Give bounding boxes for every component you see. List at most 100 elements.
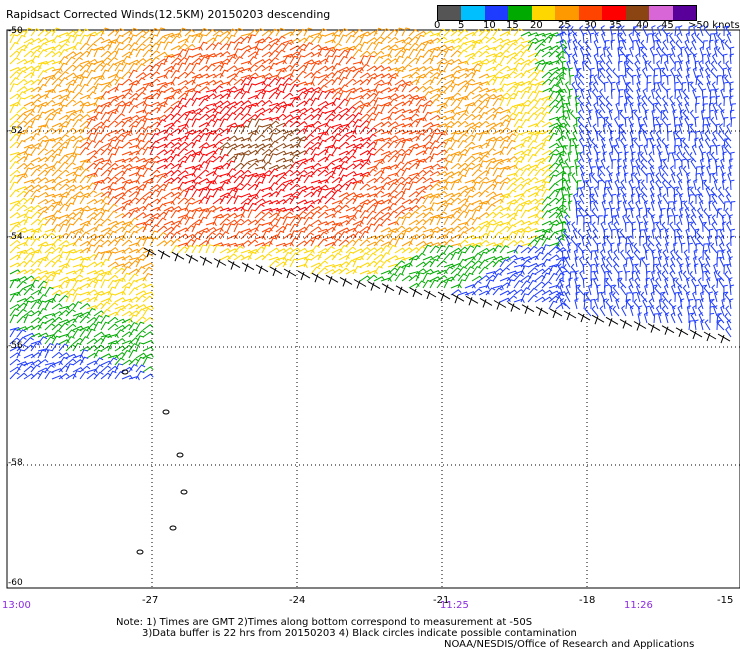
wind-barb [678,235,683,247]
wind-barb [345,239,357,247]
wind-barb [415,55,425,65]
wind-barb [268,147,279,156]
wind-barb [310,120,322,128]
contaminated-wind-barb [325,274,339,285]
wind-barb [471,181,481,191]
wind-barb [408,79,420,86]
wind-barb [135,164,147,170]
wind-barb [72,34,81,44]
wind-barb [373,90,383,100]
wind-barb [184,48,193,58]
wind-barb [261,72,273,79]
wind-barb [86,91,97,100]
wind-barb [570,263,578,275]
wind-barb [128,349,138,359]
legend-tick: 5 [458,20,465,31]
wind-barb [729,284,735,296]
wind-barb [177,141,189,149]
wind-barb [520,202,530,212]
wind-barb [121,349,131,359]
wind-barb [198,216,208,226]
wind-barb [713,305,718,317]
wind-barb [555,40,567,45]
wind-barb [728,256,733,268]
wind-barb [548,295,560,303]
wind-barb [715,123,721,135]
wind-barb [577,242,585,254]
wind-barb [219,100,231,107]
wind-barb [548,265,557,275]
wind-barb [485,167,494,177]
wind-barb [373,65,385,72]
wind-barb [23,247,35,254]
wind-barb [44,313,56,318]
wind-barb [79,223,89,233]
legend-swatch [555,6,579,20]
wind-barb [121,224,132,233]
wind-barb [51,375,63,380]
wind-barb [717,312,725,324]
wind-barb [709,312,715,324]
wind-barb [240,218,252,226]
wind-barb [464,104,473,114]
wind-barb [261,192,273,198]
wind-barb [563,46,571,58]
wind-barb [121,230,131,240]
wind-barb [380,165,392,171]
wind-barb [436,269,448,275]
wind-barb [191,164,203,170]
wind-barb [726,319,732,331]
wind-barb [44,193,56,199]
wind-barb [219,62,229,72]
wind-barb [608,151,614,163]
wind-barb [647,60,655,72]
wind-barb [625,292,632,303]
legend-swatch [625,6,650,20]
wind-barb [359,55,368,65]
wind-barb [429,163,441,170]
wind-barb [163,97,172,107]
wind-barb [9,371,20,380]
wind-barb [23,287,34,296]
wind-barb [23,101,35,107]
wind-barb [721,172,726,184]
wind-barb [457,29,469,37]
wind-barb [638,130,643,142]
wind-barb [575,284,581,296]
wind-barb [724,137,732,149]
wind-barb [422,104,431,114]
wind-barb [289,223,299,233]
wind-barb [471,168,482,177]
wind-barb [100,111,110,121]
wind-barb [212,100,224,107]
wind-barb [170,163,182,170]
wind-barb [582,277,588,289]
wind-barb [457,225,469,233]
wind-barb [303,216,313,226]
wind-barb [617,32,622,44]
wind-barb [436,44,448,51]
wind-barb [16,86,28,93]
wind-barb [352,146,362,156]
wind-barb [499,49,510,58]
wind-barb [534,112,545,121]
wind-barb [163,231,174,240]
legend-swatch [508,6,532,20]
wind-barb [722,67,728,79]
wind-barb [661,25,669,37]
wind-barb [233,125,243,135]
wind-barb [310,234,322,240]
wind-barb [23,50,35,58]
wind-barb [352,49,363,58]
wind-barb [261,174,270,184]
wind-barb [135,277,147,282]
wind-barb [436,166,448,171]
wind-barb [86,352,98,359]
wind-barb [557,263,564,275]
wind-barb [198,106,210,114]
wind-barb [534,209,544,219]
wind-barb [247,102,259,107]
wind-barb [58,356,68,366]
wind-barb [72,370,81,380]
wind-barb [499,167,509,177]
